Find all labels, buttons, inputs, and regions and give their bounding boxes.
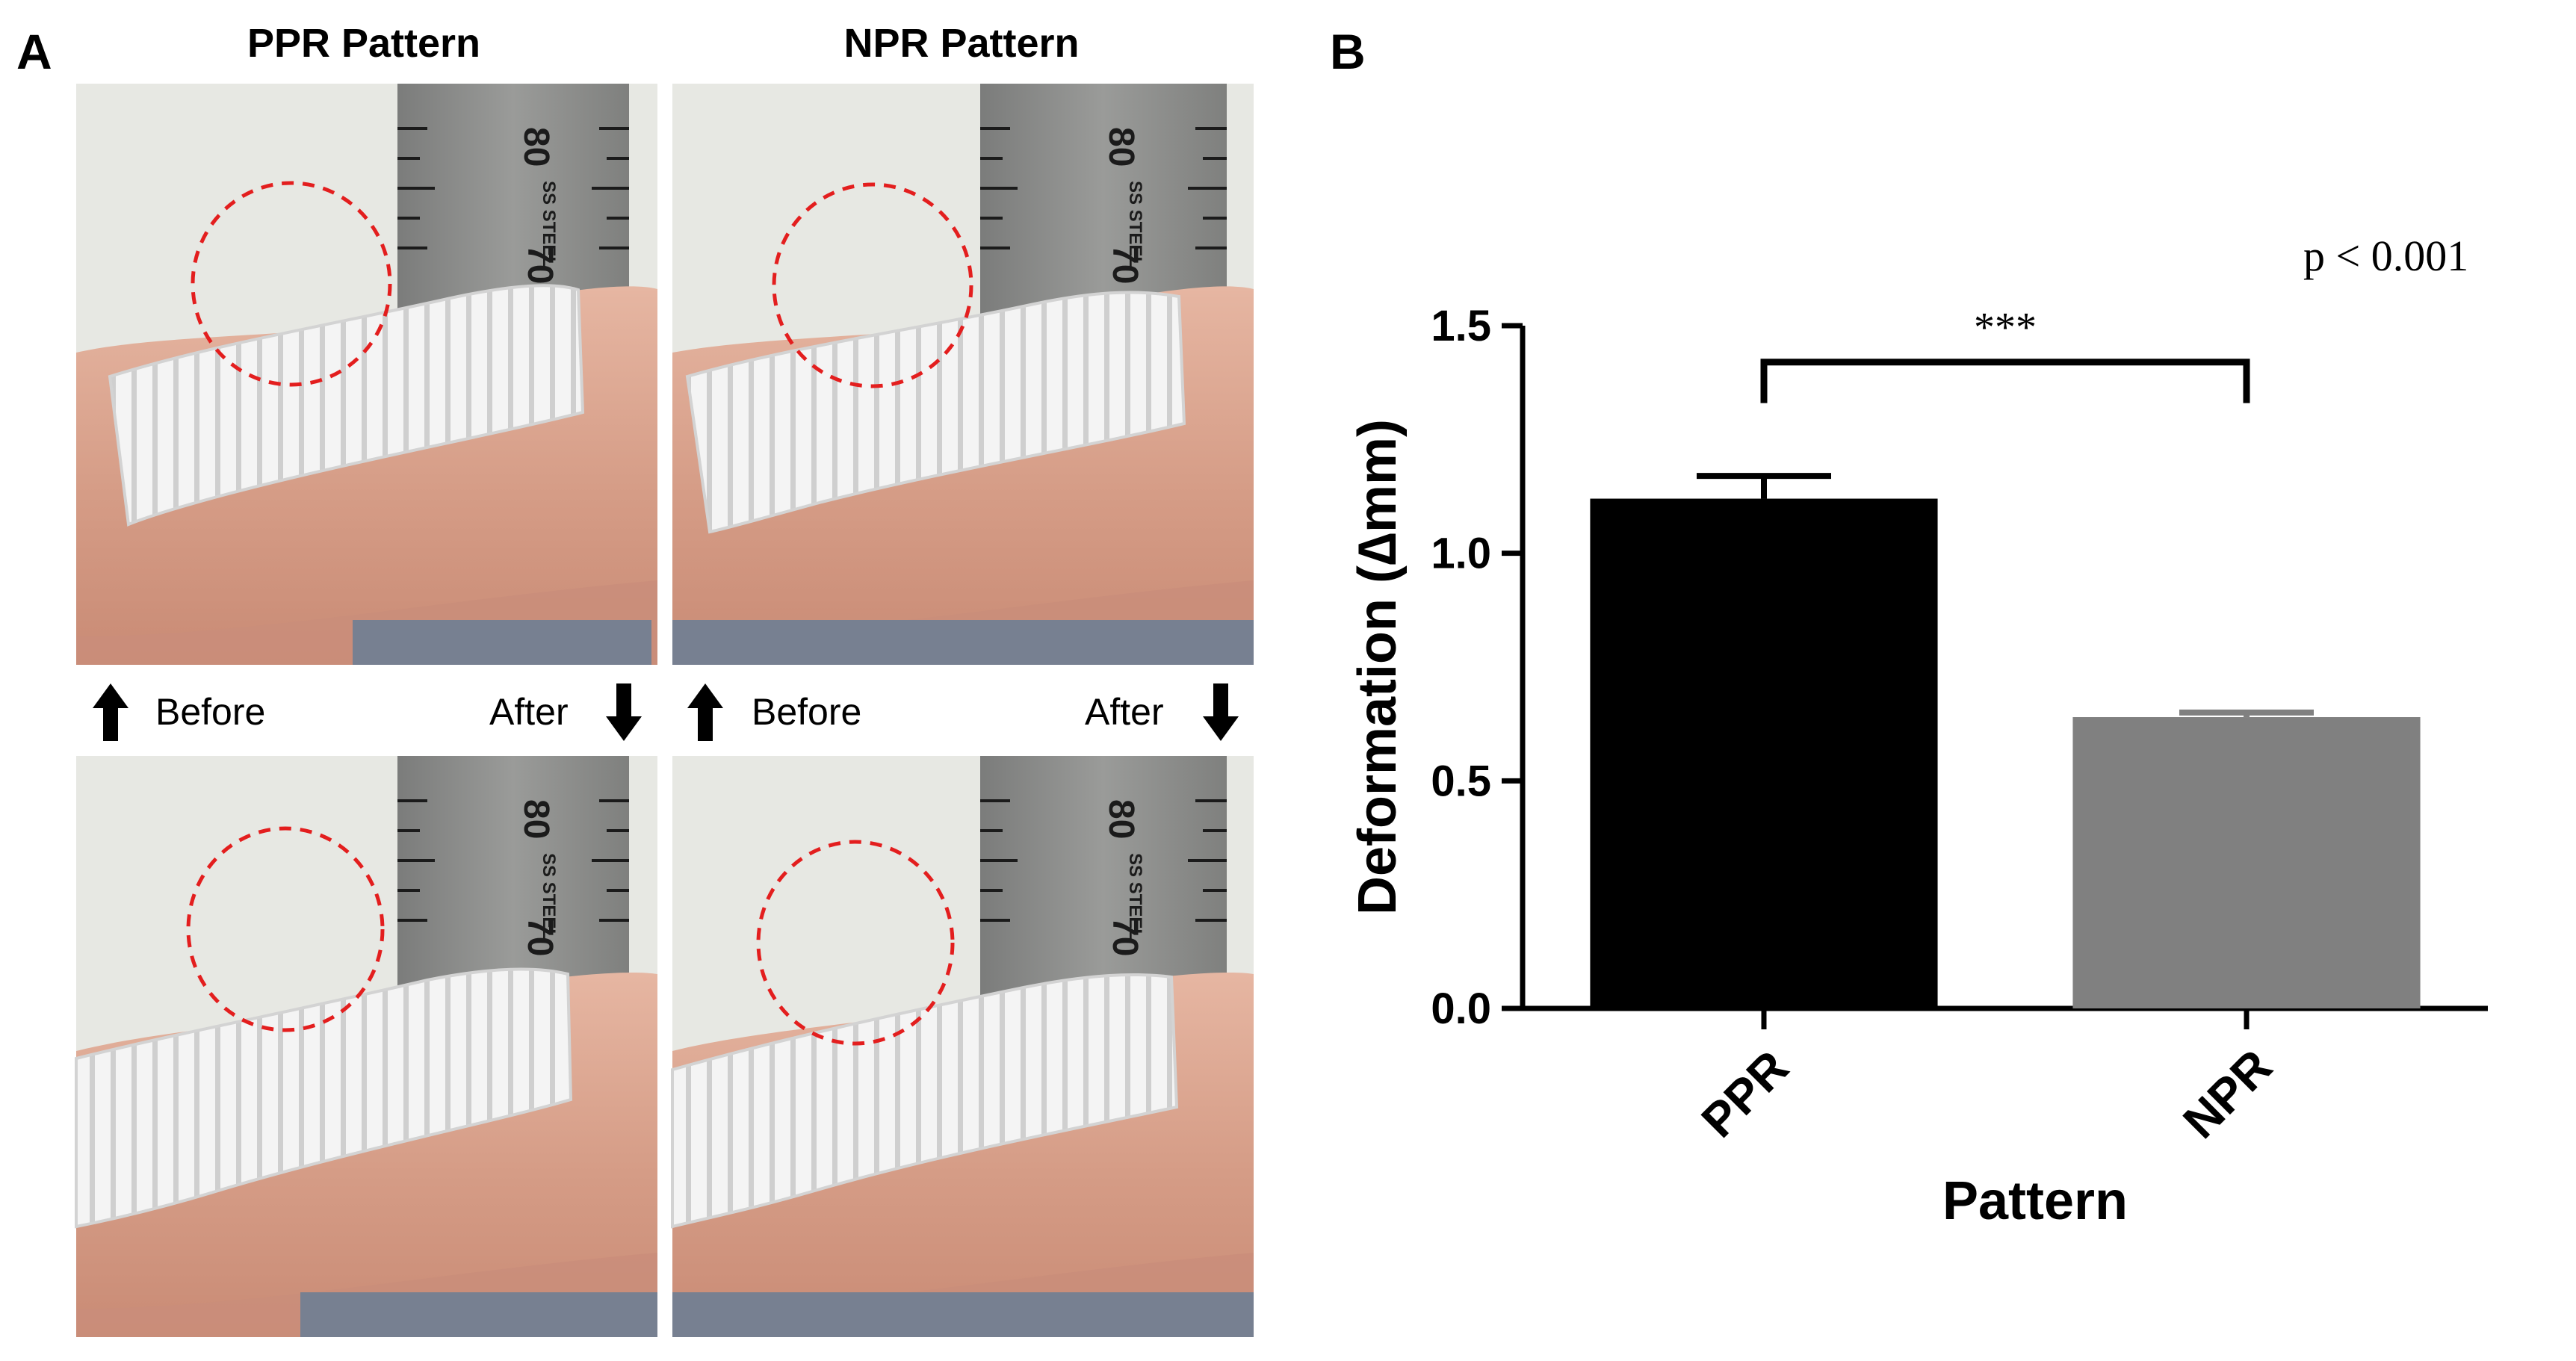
- y-axis: 0.0 0.5 1.0 1.5: [1431, 302, 1526, 1033]
- before-after-row: Before After Before After: [93, 683, 1239, 741]
- significance-bracket-line: [1760, 359, 2250, 403]
- y-tick-label: 0.0: [1431, 985, 1491, 1033]
- deformation-circle: [772, 182, 973, 388]
- after-label-npr: After: [1085, 691, 1164, 733]
- support-block: [300, 1292, 657, 1337]
- ruler-number-80: 80: [516, 127, 556, 167]
- ruler-number-70: 70: [1105, 244, 1145, 284]
- down-arrow-icon: [1203, 683, 1239, 741]
- x-tick-label: NPR: [2173, 1039, 2282, 1148]
- panel-a-label: A: [16, 24, 52, 79]
- ruler-ticks: [980, 799, 1227, 922]
- bar-ppr: [1590, 498, 1938, 1008]
- significance-bracket: [1760, 359, 2250, 403]
- ppr-column-title: PPR Pattern: [247, 21, 480, 66]
- panel-b: B p < 0.001 0.0 0.5 1.0 1.5 PPR NPR Deformat…: [1330, 24, 2488, 1231]
- bandage: [685, 291, 1186, 534]
- ruler-ticks: [397, 799, 629, 922]
- support-block: [353, 620, 651, 665]
- y-tick-label: 1.0: [1431, 530, 1491, 578]
- ruler: [397, 756, 629, 1010]
- deformation-circle: [756, 840, 955, 1046]
- ruler-number-70: 70: [520, 917, 560, 956]
- bandage: [108, 284, 585, 527]
- significance-stars: ***: [1974, 305, 2037, 351]
- photo-ppr-after: 80 70 SS STEEL: [75, 756, 657, 1337]
- ruler-number-80: 80: [1101, 127, 1141, 167]
- ruler-text: SS STEEL: [1125, 853, 1145, 940]
- bar-npr: [2072, 717, 2421, 1008]
- bandage: [671, 973, 1179, 1229]
- bars: [1590, 498, 2421, 1008]
- panel-b-label: B: [1330, 24, 1366, 79]
- ruler-ticks: [980, 127, 1227, 249]
- x-axis-label: Pattern: [1942, 1171, 2128, 1231]
- ruler-text: SS STEEL: [1125, 181, 1145, 267]
- deformation-circle: [191, 181, 392, 387]
- ruler: [980, 756, 1227, 1010]
- panel-a: A PPR Pattern NPR Pattern 80 70 SS STEEL: [16, 21, 1254, 1337]
- x-axis: PPR NPR: [1523, 1005, 2488, 1149]
- error-bars: [1697, 473, 2314, 718]
- chart: 0.0 0.5 1.0 1.5 PPR NPR Deformation (∆mm) Pa…: [1348, 302, 2488, 1231]
- ruler-number-70: 70: [520, 244, 560, 284]
- photo-npr-after: 80 70 SS STEEL: [671, 756, 1254, 1337]
- deformation-circle: [186, 826, 385, 1032]
- y-tick-label: 1.5: [1431, 302, 1491, 350]
- ruler-ticks: [397, 127, 629, 249]
- ruler-text: SS STEEL: [539, 853, 559, 940]
- ruler-number-80: 80: [1101, 799, 1141, 839]
- before-label-ppr: Before: [155, 691, 265, 733]
- npr-column-title: NPR Pattern: [843, 21, 1079, 66]
- photo-npr-before: 80 70 SS STEEL: [672, 84, 1254, 665]
- p-value: p < 0.001: [2303, 232, 2468, 280]
- photo-ppr-before: 80 70 SS STEEL: [76, 84, 657, 665]
- up-arrow-icon: [687, 683, 723, 741]
- x-tick-label: PPR: [1691, 1040, 1798, 1147]
- bandage: [75, 967, 573, 1229]
- up-arrow-icon: [93, 683, 129, 741]
- ruler-number-70: 70: [1105, 917, 1145, 956]
- y-tick-label: 0.5: [1431, 757, 1491, 805]
- y-axis-label: Deformation (∆mm): [1348, 419, 1408, 915]
- support-block: [672, 620, 1254, 665]
- support-block: [672, 1292, 1254, 1337]
- ruler-number-80: 80: [516, 799, 556, 839]
- after-label-ppr: After: [489, 691, 569, 733]
- down-arrow-icon: [606, 683, 642, 741]
- before-label-npr: Before: [752, 691, 861, 733]
- ruler-text: SS STEEL: [539, 181, 559, 267]
